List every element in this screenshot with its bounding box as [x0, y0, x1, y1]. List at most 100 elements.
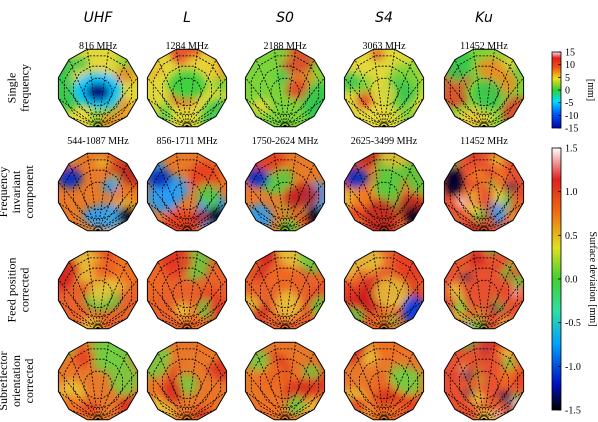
grid-rib [383, 163, 414, 231]
column-header: UHF [84, 10, 114, 26]
grid-rib [157, 352, 188, 420]
surface-blob [502, 285, 517, 297]
grid-rib [255, 352, 286, 420]
dish-panel [146, 250, 228, 330]
surface-blob [58, 153, 79, 164]
grid-ring [172, 77, 202, 106]
grid-rib [273, 49, 286, 127]
grid-rib [284, 153, 297, 231]
surface-blob [147, 119, 165, 127]
surface-blob [373, 277, 410, 309]
grid-rib [186, 98, 227, 127]
surface-blob [380, 403, 406, 420]
surface-blob [495, 264, 507, 272]
grid-ring [358, 169, 410, 219]
grid-rib [186, 220, 217, 231]
grid-rib [245, 391, 286, 420]
surface-blob [444, 88, 468, 108]
surface-blob [448, 155, 460, 166]
grid-rib [186, 409, 217, 420]
grid-ring [73, 169, 123, 219]
surface-blob [286, 182, 321, 209]
grid-rib [147, 300, 188, 329]
colorbar-label: Surface deviation [mm] [587, 232, 598, 327]
grid-rib [383, 261, 414, 329]
grid-rib [354, 220, 385, 231]
dish-panel [244, 341, 326, 421]
grid-rib [284, 279, 325, 329]
grid-ring [161, 169, 213, 219]
grid-rib [383, 77, 424, 127]
surface-blob [344, 257, 359, 279]
grid-rib [97, 251, 110, 329]
grid-rib [97, 352, 128, 420]
surface-blob [161, 379, 183, 406]
colorbar-tick-label: 1.5 [565, 144, 578, 155]
dish-surface [147, 342, 227, 420]
dish-panel [146, 341, 228, 421]
grid-rib [245, 279, 286, 329]
dish-outline [343, 48, 425, 128]
grid-ring [83, 279, 113, 308]
dish-surface [444, 153, 524, 231]
dish-outline [244, 48, 326, 128]
grid-rib [483, 318, 514, 329]
grid-rib [354, 163, 385, 231]
grid-ring [270, 77, 300, 106]
grid-rib [344, 181, 385, 231]
surface-blob [204, 251, 221, 258]
surface-blob [498, 317, 515, 329]
surface-blob [86, 83, 110, 101]
grid-ring [449, 55, 519, 123]
grid-rib [186, 116, 217, 127]
frequency-label: 544-1087 MHz [67, 136, 129, 147]
grid-rib [344, 77, 385, 127]
surface-blob [494, 168, 507, 180]
grid-rib [58, 77, 99, 127]
grid-rib [472, 153, 485, 231]
grid-rib [186, 300, 227, 329]
grid-rib [354, 352, 385, 420]
dish-panel [443, 250, 525, 330]
grid-ring [250, 55, 320, 123]
surface-blob [520, 192, 524, 199]
grid-rib [344, 98, 385, 127]
grid-ring [152, 257, 222, 325]
dish-outline [443, 341, 525, 421]
grid-rib [454, 261, 485, 329]
row-label: component [22, 165, 36, 219]
surface-blob [60, 394, 80, 412]
surface-blob [502, 357, 516, 371]
grid-rib [186, 77, 227, 127]
colorbar-tick-label: 5 [565, 73, 570, 84]
grid-ring [259, 65, 311, 115]
grid-rib [97, 202, 138, 231]
grid-ring [161, 358, 213, 408]
grid-rib [284, 352, 315, 420]
grid-rib [284, 116, 315, 127]
grid-rib [284, 300, 325, 329]
grid-ring [259, 267, 311, 317]
surface-blob [274, 290, 302, 320]
grid-rib [344, 279, 385, 329]
column-header: S4 [375, 10, 393, 26]
surface-blob [491, 204, 505, 219]
grid-rib [483, 202, 524, 231]
dish-pattern [245, 153, 325, 231]
dish-panel [57, 250, 139, 330]
dish-panel [244, 152, 326, 232]
grid-rib [483, 261, 514, 329]
frequency-label: 3063 MHz [362, 41, 406, 52]
grid-rib [97, 279, 138, 329]
grid-rib [483, 220, 514, 231]
surface-blob [510, 274, 524, 288]
grid-rib [97, 318, 128, 329]
surface-blob [458, 342, 475, 350]
grid-rib [157, 116, 188, 127]
grid-rib [483, 352, 514, 420]
grid-rib [157, 409, 188, 420]
dish-panel [343, 152, 425, 232]
grid-rib [284, 98, 325, 127]
grid-ring [349, 257, 419, 325]
